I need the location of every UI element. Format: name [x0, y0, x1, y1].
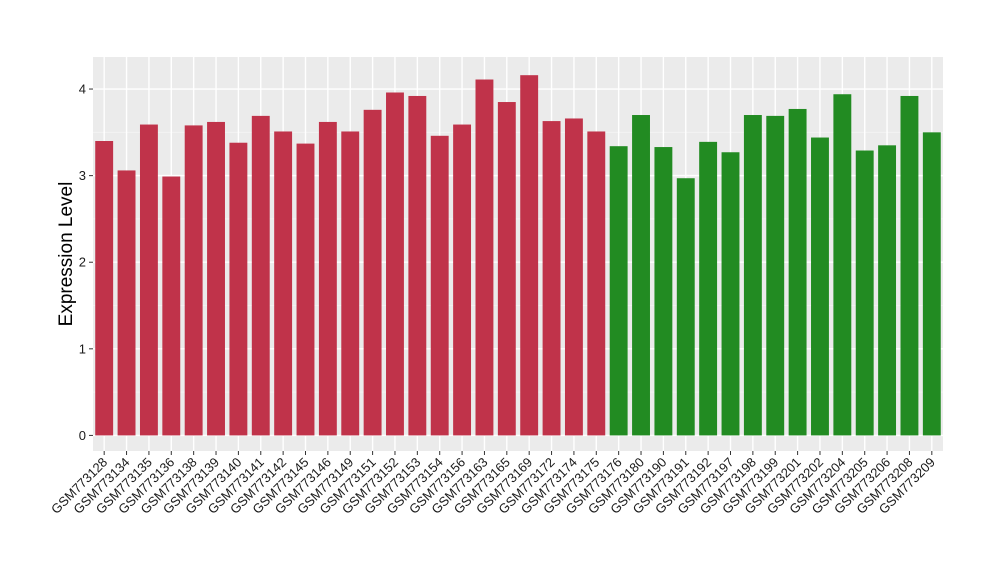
- bar-GSM773141: [251, 115, 270, 436]
- y-tick-label: 3: [79, 168, 86, 183]
- y-tick-label: 1: [79, 341, 86, 356]
- bar-GSM773190: [654, 147, 673, 436]
- bar-GSM773197: [721, 152, 740, 436]
- bar-GSM773174: [564, 118, 583, 436]
- bar-GSM773198: [743, 115, 762, 436]
- bar-GSM773209: [922, 132, 941, 436]
- bar-GSM773140: [229, 142, 248, 436]
- bar-GSM773154: [430, 135, 449, 436]
- bar-GSM773136: [162, 176, 181, 436]
- y-axis-title: Expression Level: [56, 182, 77, 327]
- bar-GSM773192: [699, 141, 718, 436]
- bar-GSM773169: [520, 75, 539, 436]
- bar-GSM773135: [139, 124, 158, 436]
- bar-GSM773199: [766, 115, 785, 436]
- y-tick-label: 4: [79, 82, 86, 97]
- bar-GSM773134: [117, 170, 136, 436]
- y-tick-label: 2: [79, 255, 86, 270]
- bar-GSM773205: [855, 150, 874, 436]
- bar-GSM773138: [184, 125, 203, 436]
- bar-GSM773145: [296, 143, 315, 436]
- x-axis: GSM773128GSM773134GSM773135GSM773136GSM7…: [48, 451, 938, 517]
- bar-GSM773176: [609, 146, 628, 436]
- y-tick-label: 0: [79, 428, 86, 443]
- bar-GSM773151: [363, 109, 382, 436]
- bar-GSM773142: [274, 131, 293, 436]
- bar-GSM773139: [207, 121, 225, 436]
- bar-GSM773165: [497, 102, 516, 436]
- bar-GSM773153: [408, 95, 427, 436]
- bar-GSM773175: [587, 131, 606, 436]
- bar-GSM773208: [900, 95, 919, 436]
- bar-GSM773128: [95, 140, 114, 436]
- bar-GSM773201: [788, 108, 807, 436]
- bar-GSM773202: [811, 137, 829, 436]
- bars: [95, 75, 941, 436]
- bar-GSM773206: [878, 145, 897, 436]
- bar-GSM773180: [632, 115, 650, 436]
- bar-GSM773204: [833, 94, 852, 436]
- bar-GSM773146: [318, 121, 337, 436]
- bar-GSM773156: [453, 124, 472, 436]
- bar-GSM773172: [542, 121, 561, 436]
- bar-GSM773163: [475, 79, 494, 436]
- bar-GSM773152: [386, 92, 404, 436]
- bar-GSM773149: [341, 131, 360, 436]
- bar-GSM773191: [676, 178, 695, 436]
- y-axis: 0 1 2 3 4: [79, 82, 93, 443]
